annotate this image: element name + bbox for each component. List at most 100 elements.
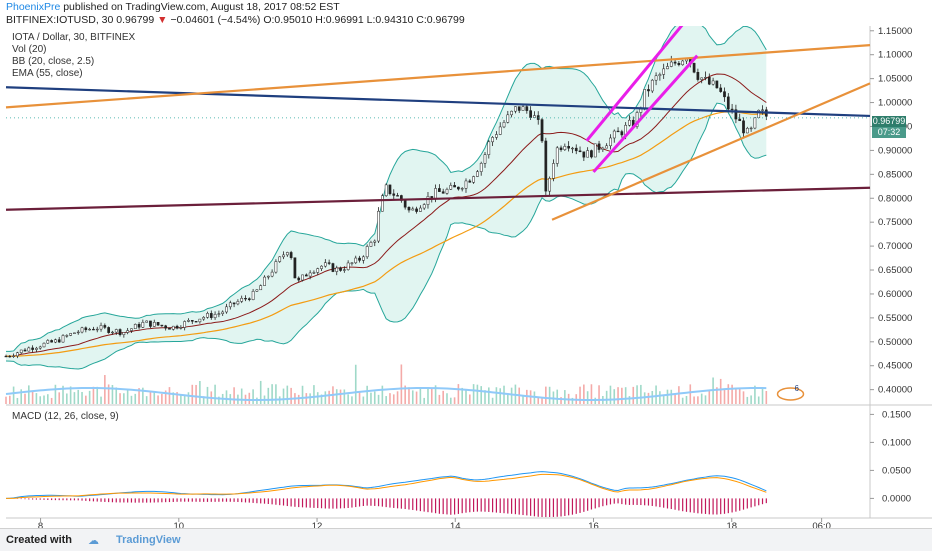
candle-body bbox=[335, 267, 339, 272]
publisher-name[interactable]: PhoenixPre bbox=[6, 1, 61, 13]
time-tick-label: 06:0 bbox=[812, 521, 831, 528]
volume-bar bbox=[385, 396, 387, 404]
volume-bar bbox=[73, 392, 76, 404]
volume-bar bbox=[662, 395, 665, 404]
candle-body bbox=[761, 109, 764, 111]
candle-body bbox=[31, 347, 34, 350]
bollinger-lower-line bbox=[5, 102, 767, 370]
candle-body bbox=[8, 355, 12, 358]
candle-body bbox=[742, 120, 745, 134]
volume-bar bbox=[381, 385, 384, 404]
volume-bar bbox=[275, 384, 277, 404]
volume-bar bbox=[446, 393, 448, 404]
volume-ma-line bbox=[5, 386, 767, 402]
volume-bar bbox=[727, 384, 730, 404]
volume-bar bbox=[214, 384, 216, 404]
volume-bar bbox=[651, 390, 654, 404]
volume-bar bbox=[126, 390, 129, 404]
candle-body bbox=[152, 322, 156, 327]
volume-bar bbox=[66, 393, 68, 404]
volume-bar bbox=[628, 396, 631, 404]
volume-bar bbox=[537, 396, 540, 404]
volume-bar bbox=[468, 394, 471, 404]
candle-body bbox=[597, 143, 601, 150]
candle-body bbox=[685, 59, 688, 62]
volume-bar bbox=[681, 397, 684, 404]
candle-body bbox=[35, 347, 38, 350]
volume-bar bbox=[430, 388, 433, 404]
volume-bar bbox=[389, 393, 391, 404]
volume-bar bbox=[731, 384, 733, 404]
candle-body bbox=[84, 327, 88, 331]
volume-bar bbox=[316, 392, 319, 404]
volume-bar bbox=[655, 385, 657, 404]
volume-bar bbox=[408, 387, 410, 404]
created-with-label: Created with bbox=[6, 534, 73, 546]
volume-bar bbox=[522, 394, 524, 404]
time-tick-label: 18 bbox=[726, 521, 737, 528]
legend-macd: MACD (12, 26, close, 9) bbox=[12, 411, 119, 422]
candle-body bbox=[202, 317, 206, 320]
volume-bar bbox=[484, 390, 486, 404]
macd-tick-label: 0.0500 bbox=[882, 465, 911, 476]
macd-tick-label: 0.1000 bbox=[882, 437, 911, 448]
volume-bar bbox=[43, 395, 45, 404]
marker-pill bbox=[776, 387, 805, 401]
volume-bar bbox=[168, 387, 171, 404]
volume-bar bbox=[88, 390, 91, 404]
volume-bar bbox=[282, 388, 285, 404]
candle-body bbox=[552, 163, 555, 179]
volume-bar bbox=[149, 390, 152, 404]
candle-body bbox=[483, 154, 487, 164]
volume-bar bbox=[754, 385, 756, 404]
volume-bar bbox=[583, 384, 585, 404]
candle-body bbox=[658, 74, 662, 77]
candle-body bbox=[753, 117, 757, 129]
candle-body bbox=[650, 79, 654, 92]
volume-bar bbox=[85, 395, 87, 404]
candle-body bbox=[266, 275, 270, 278]
volume-bar bbox=[123, 393, 125, 404]
volume-bar bbox=[100, 396, 102, 404]
volume-bar bbox=[62, 385, 64, 404]
time-tick-label: 14 bbox=[450, 521, 461, 528]
time-tick-label: 8 bbox=[38, 521, 43, 528]
candle-body bbox=[434, 188, 437, 199]
candle-body bbox=[308, 272, 312, 277]
price-tick-label: 0.45000 bbox=[878, 361, 912, 372]
candle-body bbox=[419, 207, 422, 212]
price-chart[interactable]: 1.150001.100001.050001.000000.950000.900… bbox=[0, 26, 932, 528]
candle-body bbox=[190, 320, 194, 322]
volume-bar bbox=[700, 393, 703, 404]
candle-body bbox=[206, 313, 209, 318]
volume-bar bbox=[476, 384, 479, 404]
candle-body bbox=[111, 331, 114, 334]
candle-body bbox=[555, 147, 559, 164]
volume-bar bbox=[195, 384, 197, 404]
candle-body bbox=[160, 324, 164, 327]
volume-bar bbox=[28, 385, 30, 404]
candle-body bbox=[38, 346, 42, 349]
volume-bar bbox=[491, 397, 494, 404]
candle-body bbox=[669, 61, 673, 67]
volume-bar bbox=[180, 394, 182, 404]
candle-body bbox=[643, 89, 647, 109]
candle-body bbox=[506, 114, 510, 123]
volume-bar bbox=[290, 387, 292, 404]
candle-body bbox=[559, 147, 563, 151]
candle-body bbox=[460, 188, 464, 190]
tradingview-brand-link[interactable]: TradingView bbox=[116, 534, 181, 546]
candle-body bbox=[426, 196, 430, 205]
trendline-magenta-upper bbox=[585, 26, 684, 142]
candle-body bbox=[175, 325, 179, 329]
trendline-orange-top bbox=[5, 44, 871, 109]
candle-body bbox=[502, 122, 506, 128]
volume-bar bbox=[746, 396, 749, 404]
volume-bar bbox=[495, 387, 498, 404]
volume-bar bbox=[92, 386, 95, 404]
candle-body bbox=[612, 130, 616, 139]
volume-bar bbox=[54, 384, 57, 404]
volume-bar bbox=[233, 387, 235, 404]
candle-body bbox=[297, 277, 301, 281]
candle-body bbox=[217, 313, 221, 315]
